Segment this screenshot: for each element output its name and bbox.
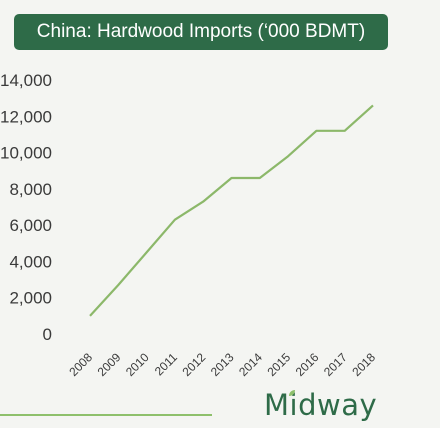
x-tick-label: 2014: [236, 350, 265, 379]
midway-logo: Midway: [264, 388, 378, 422]
footer-divider: [0, 414, 212, 416]
y-tick-label: 14,000: [0, 71, 52, 90]
x-tick-label: 2015: [264, 350, 293, 379]
y-tick-label: 12,000: [0, 107, 52, 126]
y-tick-label: 2,000: [9, 289, 52, 308]
x-tick-label: 2017: [321, 350, 350, 379]
x-tick-label: 2012: [180, 350, 209, 379]
leaf-icon: [289, 390, 295, 396]
x-axis-ticks: 2008 2009 2010 2011 2012 2013 2014 2015 2016 2017…: [66, 350, 378, 379]
x-tick-label: 2016: [293, 350, 322, 379]
x-tick-label: 2009: [95, 350, 124, 379]
x-tick-label: 2018: [349, 350, 378, 379]
y-tick-label: 8,000: [9, 180, 52, 199]
y-tick-label: 6,000: [9, 216, 52, 235]
series-group: [89, 104, 374, 317]
y-tick-label: 0: [43, 325, 52, 344]
x-tick-label: 2008: [66, 350, 95, 379]
x-tick-label: 2011: [152, 350, 180, 378]
x-tick-label: 2010: [123, 350, 152, 379]
x-tick-label: 2013: [208, 350, 237, 379]
y-axis-ticks: 14,000 12,000 10,000 8,000 6,000 4,000 2,000 0: [0, 71, 52, 344]
y-tick-label: 4,000: [9, 252, 52, 271]
y-tick-label: 10,000: [0, 144, 52, 163]
series-line: [89, 104, 374, 317]
chart-title: China: Hardwood Imports (‘000 BDMT): [14, 14, 388, 50]
